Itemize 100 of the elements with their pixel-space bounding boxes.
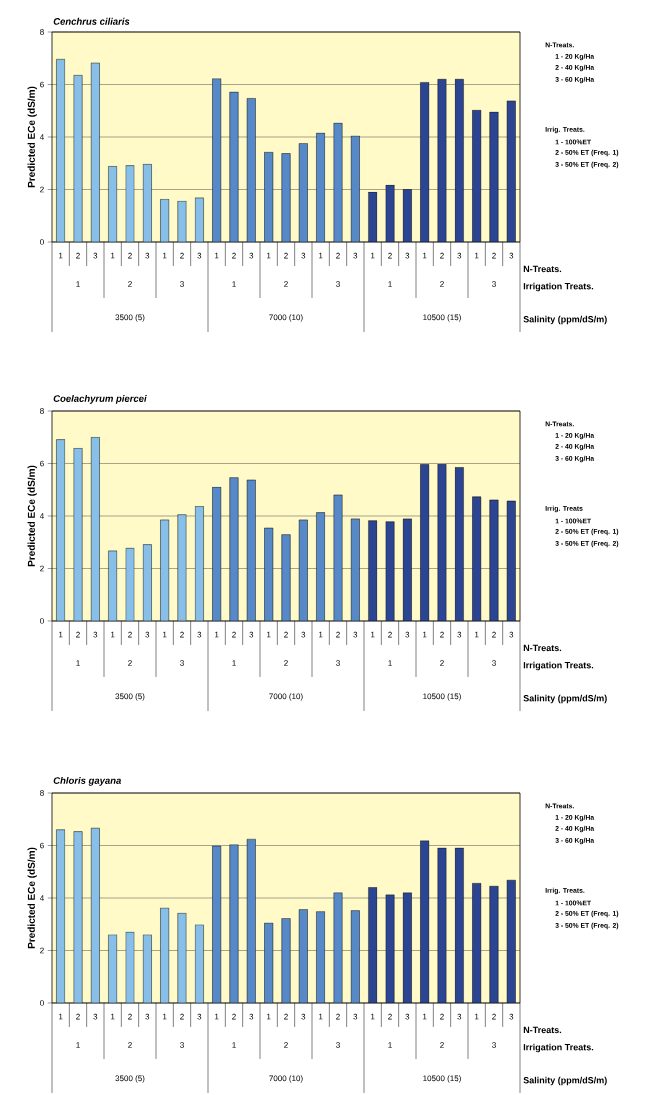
x-tick-label: 1 bbox=[319, 631, 323, 638]
x-tick-label: 2 bbox=[180, 631, 184, 638]
x-tick-label: 1 bbox=[163, 252, 167, 259]
x-tick-label: 1 bbox=[371, 631, 375, 638]
text: 3 bbox=[492, 281, 496, 287]
text: 2 bbox=[284, 1042, 288, 1048]
x-tick-label: 3 bbox=[145, 252, 150, 259]
text: 2 bbox=[440, 281, 444, 287]
y-tick-label: 6 bbox=[40, 460, 44, 467]
text: 3 bbox=[180, 660, 184, 666]
x-tick-label: 1 bbox=[319, 252, 323, 259]
x-tick-label: 2 bbox=[492, 252, 496, 259]
text: Salinity (ppm/dS/m) bbox=[523, 1076, 607, 1086]
x-tick-label: 1 bbox=[163, 631, 167, 638]
x-tick-label: 3 bbox=[197, 1013, 202, 1020]
y-tick-label: 8 bbox=[40, 790, 44, 796]
x-tick-label: 1 bbox=[371, 1013, 375, 1020]
text: Salinity (ppm/dS/m) bbox=[523, 315, 607, 325]
x-tick-label: 2 bbox=[76, 252, 80, 259]
x-tick-label: 1 bbox=[215, 1013, 219, 1020]
x-tick-label: 2 bbox=[128, 631, 132, 638]
x-tick-label: 2 bbox=[336, 1013, 340, 1020]
y-tick-label: 8 bbox=[40, 408, 44, 414]
x-tick-label: 3 bbox=[249, 631, 254, 638]
x-tick-label: 3 bbox=[509, 252, 514, 259]
text: 1 bbox=[76, 1042, 80, 1048]
x-tick-label: 3 bbox=[405, 252, 410, 259]
x-tick-label: 2 bbox=[388, 252, 392, 259]
text: 7000 (10) bbox=[269, 1075, 303, 1083]
text: 1 bbox=[388, 1042, 392, 1048]
text: 10500 (15) bbox=[423, 1075, 461, 1083]
text: 3 bbox=[336, 660, 340, 666]
x-tick-label: 2 bbox=[492, 631, 496, 638]
x-tick-label: 2 bbox=[180, 252, 184, 259]
x-tick-label: 2 bbox=[336, 631, 340, 638]
x-tick-label: 2 bbox=[440, 631, 444, 638]
x-tick-label: 3 bbox=[93, 1013, 98, 1020]
text: 3 bbox=[336, 281, 340, 287]
x-tick-label: 1 bbox=[267, 631, 271, 638]
y-tick-label: 8 bbox=[40, 29, 44, 35]
x-tick-label: 1 bbox=[371, 252, 375, 259]
x-tick-label: 3 bbox=[197, 631, 202, 638]
x-tick-label: 1 bbox=[423, 631, 427, 638]
text: Irrigation Treats. bbox=[523, 661, 594, 671]
text: 7000 (10) bbox=[269, 693, 303, 701]
x-tick-label: 1 bbox=[423, 252, 427, 259]
x-tick-label: 2 bbox=[388, 631, 392, 638]
text: 3 bbox=[180, 1042, 184, 1048]
x-tick-label: 2 bbox=[128, 1013, 132, 1020]
x-tick-label: 1 bbox=[267, 1013, 271, 1020]
x-tick-label: 3 bbox=[301, 1013, 306, 1020]
y-axis-title: Predicted ECe (dS/m) bbox=[27, 847, 37, 949]
x-tick-label: 1 bbox=[475, 1013, 479, 1020]
x-tick-label: 2 bbox=[440, 252, 444, 259]
y-tick-label: 6 bbox=[40, 81, 44, 88]
x-tick-label: 1 bbox=[423, 1013, 427, 1020]
text: Salinity (ppm/dS/m) bbox=[523, 694, 607, 704]
text: 2 bbox=[128, 1042, 132, 1048]
text: 1 bbox=[76, 281, 80, 287]
text: 3 bbox=[492, 1042, 496, 1048]
x-tick-label: 3 bbox=[145, 1013, 150, 1020]
text: 7000 (10) bbox=[269, 314, 303, 322]
text: N-Treats. bbox=[523, 265, 562, 273]
x-tick-label: 1 bbox=[59, 631, 63, 638]
x-tick-label: 2 bbox=[76, 1013, 80, 1020]
x-tick-label: 2 bbox=[492, 1013, 496, 1020]
x-tick-label: 1 bbox=[267, 252, 271, 259]
x-tick-label: 3 bbox=[301, 252, 306, 259]
x-tick-label: 1 bbox=[163, 1013, 167, 1020]
x-tick-label: 3 bbox=[509, 631, 514, 638]
x-tick-label: 2 bbox=[232, 631, 236, 638]
x-tick-label: 1 bbox=[111, 1013, 115, 1020]
x-tick-label: 3 bbox=[353, 631, 358, 638]
text: N-Treats. bbox=[523, 644, 562, 652]
x-tick-label: 2 bbox=[232, 1013, 236, 1020]
text: 2 bbox=[440, 660, 444, 666]
text: 2 bbox=[284, 660, 288, 666]
text: 1 bbox=[76, 660, 80, 666]
text: 1 bbox=[232, 281, 236, 287]
x-tick-label: 1 bbox=[111, 252, 115, 259]
x-tick-label: 2 bbox=[284, 252, 288, 259]
text: 10500 (15) bbox=[423, 314, 461, 322]
x-tick-label: 1 bbox=[111, 631, 115, 638]
y-tick-label: 4 bbox=[39, 134, 44, 140]
text: 2 bbox=[284, 281, 288, 287]
text: 2 bbox=[128, 281, 132, 287]
text: 3500 (5) bbox=[115, 1075, 145, 1083]
x-tick-label: 1 bbox=[59, 252, 63, 259]
y-tick-label: 0 bbox=[40, 618, 44, 624]
x-tick-label: 1 bbox=[215, 631, 219, 638]
x-tick-label: 3 bbox=[405, 1013, 410, 1020]
x-tick-label: 2 bbox=[180, 1013, 184, 1020]
text: 3 bbox=[180, 281, 184, 287]
text: 3 bbox=[492, 660, 496, 666]
text: 10500 (15) bbox=[423, 693, 461, 701]
x-tick-label: 1 bbox=[475, 252, 479, 259]
x-tick-label: 3 bbox=[457, 252, 462, 259]
text: 3500 (5) bbox=[115, 693, 145, 701]
y-tick-label: 0 bbox=[40, 1000, 44, 1006]
x-tick-label: 2 bbox=[388, 1013, 392, 1020]
